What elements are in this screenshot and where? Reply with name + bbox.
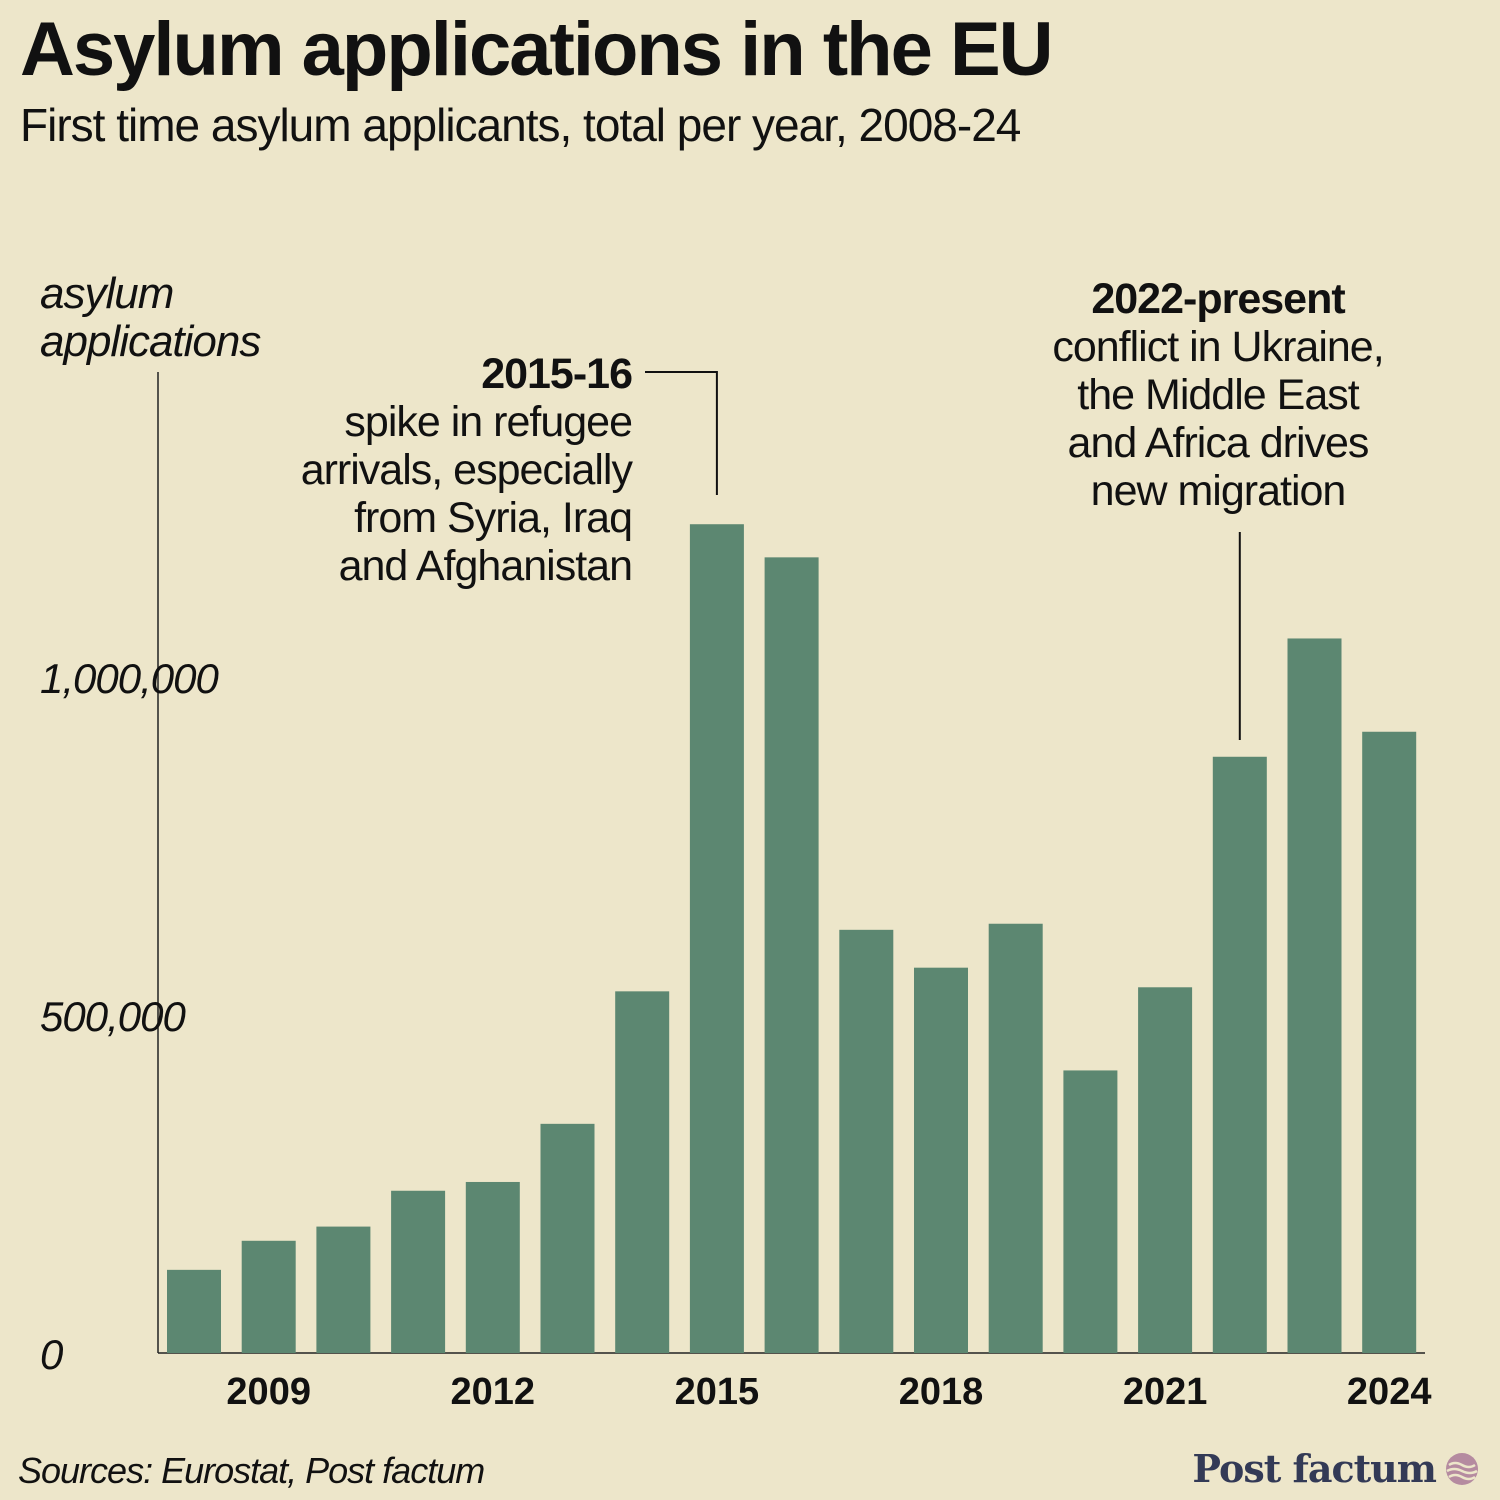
x-tick-label: 2012 [451,1371,536,1413]
bar-2016 [764,557,819,1353]
bar-2018 [914,967,968,1353]
y-tick-label: 1,000,000 [40,655,219,702]
bar-2019 [988,923,1043,1353]
x-tick-label: 2015 [675,1371,760,1413]
x-tick-label: 2021 [1123,1371,1208,1413]
bar-2009 [241,1240,296,1353]
x-tick-label: 2009 [226,1371,311,1413]
brand-logo: Post factum [1192,1446,1480,1491]
chart-subtitle: First time asylum applicants, total per … [20,99,1021,151]
chart-title: Asylum applications in the EU [20,7,1054,92]
bar-2008 [167,1269,221,1353]
annotation-2022-present-line-3: and Africa drives [1067,419,1370,467]
annotation-2015-16-line-2: arrivals, especially [300,446,633,494]
wave-globe-icon [1446,1452,1478,1485]
annotation-2015-16-line-3: from Syria, Iraq [354,494,633,542]
source-note: Sources: Eurostat, Post factum [18,1450,485,1491]
bar-2010 [316,1226,371,1353]
y-axis-label: asylum applications [40,269,261,367]
x-tick-label: 2018 [899,1371,984,1413]
bar-2023 [1287,638,1342,1353]
y-axis-label-line-2: applications [40,317,261,367]
bar-2020 [1063,1070,1118,1353]
annotation-2022-present-line-2: the Middle East [1077,371,1359,419]
annotation-2015-16: 2015-16 spike in refugee arrivals, espec… [300,350,633,590]
bar-2013 [540,1123,595,1353]
bar-2012 [465,1181,520,1353]
bar-2015 [689,524,744,1353]
bar-2014 [615,991,670,1353]
y-tick-label: 0 [40,1331,64,1378]
annotation-2015-leader-line [645,371,718,495]
annotation-2022-present-line-4: new migration [1090,467,1347,515]
bar-2022 [1212,756,1267,1353]
bar-2011 [391,1190,446,1353]
annotation-2015-16-heading: 2015-16 [481,350,633,398]
y-tick-label: 500,000 [40,993,186,1040]
annotation-2022-present: 2022-present conflict in Ukraine, the Mi… [1018,275,1418,515]
bar-2024 [1362,731,1417,1353]
y-axis-label-line-1: asylum [40,269,174,318]
brand-name: Post factum [1192,1446,1437,1491]
bar-2021 [1138,987,1193,1353]
bar-2017 [839,929,894,1353]
annotation-2015-16-line-1: spike in refugee [344,398,633,446]
x-tick-label: 2024 [1347,1371,1432,1413]
annotation-2015-16-line-4: and Afghanistan [338,542,633,590]
annotation-2022-present-line-1: conflict in Ukraine, [1052,323,1384,371]
annotation-2022-present-heading: 2022-present [1091,275,1345,323]
